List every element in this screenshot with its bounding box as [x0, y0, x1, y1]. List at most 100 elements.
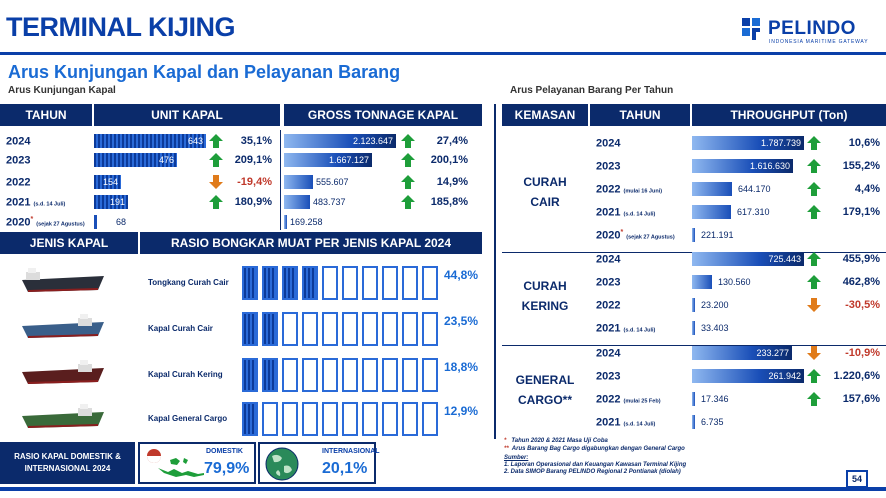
throughput-arrow [806, 391, 822, 412]
unit-arrow [208, 152, 224, 173]
ratio-bar [242, 358, 438, 392]
gt-bar: 1.667.127 [284, 153, 372, 167]
international-pct: 20,1% [322, 460, 368, 477]
page-title: TERMINAL KIJING [6, 12, 236, 42]
arrow-up-icon [807, 182, 821, 196]
throughput-arrow [806, 274, 822, 295]
gt-bar: 2.123.647 [284, 134, 396, 148]
throughput-pct: 455,9% [842, 253, 880, 265]
throughput-value: 644.170 [738, 184, 771, 194]
source-1: 1. Laporan Operasional dan Keuangan Kawa… [504, 462, 687, 468]
ratio-bar [242, 402, 438, 436]
gt-bar [284, 175, 313, 189]
arrow-up-icon [807, 252, 821, 266]
throughput-arrow [806, 135, 822, 156]
throughput-arrow [806, 251, 822, 272]
arrow-up-icon [401, 195, 415, 209]
ship-icon [22, 360, 104, 384]
arrow-up-icon [401, 175, 415, 189]
throughput-value: 130.560 [718, 277, 751, 287]
year-label: 2022 (mulai 16 Juni) [596, 183, 663, 196]
right-section-title: Arus Pelayanan Barang Per Tahun [510, 85, 674, 96]
ratio-block [302, 358, 318, 392]
header-divider [0, 52, 886, 55]
throughput-value: 221.191 [701, 230, 734, 240]
year-label: 2021 (s.d. 14 Juli) [596, 322, 656, 335]
year-label: 2024 [596, 347, 621, 360]
international-label: INTERNASIONAL [322, 448, 380, 455]
header-unit: UNIT KAPAL [94, 104, 280, 126]
gt-arrow [400, 174, 416, 195]
arrow-up-icon [209, 195, 223, 209]
ratio-block [342, 358, 358, 392]
globe-icon [265, 447, 299, 481]
ratio-block [382, 312, 398, 346]
notes: * Tahun 2020 & 2021 Masa Uji Coba ** Aru… [504, 438, 804, 475]
throughput-bar [692, 321, 695, 335]
throughput-value: 17.346 [701, 394, 729, 404]
ratio-bar [242, 312, 438, 346]
throughput-bar: 1.616.630 [692, 159, 793, 173]
throughput-pct: -10,9% [845, 347, 880, 359]
arrow-up-icon [807, 205, 821, 219]
logo-tagline: INDONESIA MARITIME GATEWAY [769, 39, 869, 45]
ratio-pct: 18,8% [444, 360, 479, 374]
gt-pct: 27,4% [436, 135, 468, 147]
year-label: 2024 [596, 137, 621, 150]
ratio-block [242, 402, 258, 436]
ratio-block [282, 402, 298, 436]
ratio-block [402, 358, 418, 392]
unit-pct: 35,1% [240, 135, 272, 147]
gt-value: 555.607 [316, 177, 349, 187]
throughput-pct: 179,1% [842, 206, 880, 218]
throughput-bar [692, 392, 695, 406]
ship-type-label: Tongkang Curah Cair [148, 278, 229, 287]
year-label: 2024 [596, 253, 621, 266]
year-label: 2023 [596, 276, 621, 289]
ratio-block [262, 358, 278, 392]
unit-bar: 154 [94, 175, 121, 189]
ratio-block [422, 358, 438, 392]
throughput-pct: 462,8% [842, 276, 880, 288]
throughput-pct: 1.220,6% [833, 370, 880, 382]
unit-value: 68 [116, 217, 127, 227]
throughput-pct: -30,5% [845, 299, 880, 311]
ratio-bar [242, 266, 438, 300]
unit-arrow [208, 174, 224, 195]
ratio-block [362, 312, 378, 346]
throughput-pct: 157,6% [842, 393, 880, 405]
note-1: * Tahun 2020 & 2021 Masa Uji Coba [504, 438, 608, 444]
ratio-box-label: RASIO KAPAL DOMESTIK & INTERNASIONAL 202… [0, 442, 135, 484]
ratio-block [342, 402, 358, 436]
kemasan-label: GENERAL CARGO** [515, 373, 575, 407]
ratio-block [382, 402, 398, 436]
throughput-bar: 261.942 [692, 369, 804, 383]
arrow-up-icon [209, 134, 223, 148]
gt-bar [284, 195, 310, 209]
throughput-arrow [806, 368, 822, 389]
ratio-box-text: RASIO KAPAL DOMESTIK & INTERNASIONAL 202… [14, 452, 121, 473]
ratio-block [422, 402, 438, 436]
group-divider [502, 345, 886, 346]
ship-icon [22, 268, 104, 292]
unit-pct: 180,9% [234, 196, 272, 208]
ratio-block [282, 312, 298, 346]
page-number: 54 [846, 470, 868, 488]
ratio-block [402, 402, 418, 436]
gt-arrow [400, 194, 416, 215]
panel-divider [494, 104, 496, 439]
ratio-block [282, 358, 298, 392]
throughput-bar [692, 415, 695, 429]
throughput-arrow [806, 204, 822, 225]
arrow-up-icon [807, 392, 821, 406]
ratio-block [342, 266, 358, 300]
ratio-block [322, 402, 338, 436]
unit-bar [94, 215, 97, 229]
international-box: INTERNASIONAL 20,1% [258, 442, 380, 484]
ratio-pct: 12,9% [444, 404, 479, 418]
arrow-down-icon [807, 298, 821, 312]
throughput-bar [692, 205, 731, 219]
throughput-value: 617.310 [737, 207, 770, 217]
arrow-up-icon [209, 153, 223, 167]
ship-type-label: Kapal Curah Cair [148, 324, 213, 333]
